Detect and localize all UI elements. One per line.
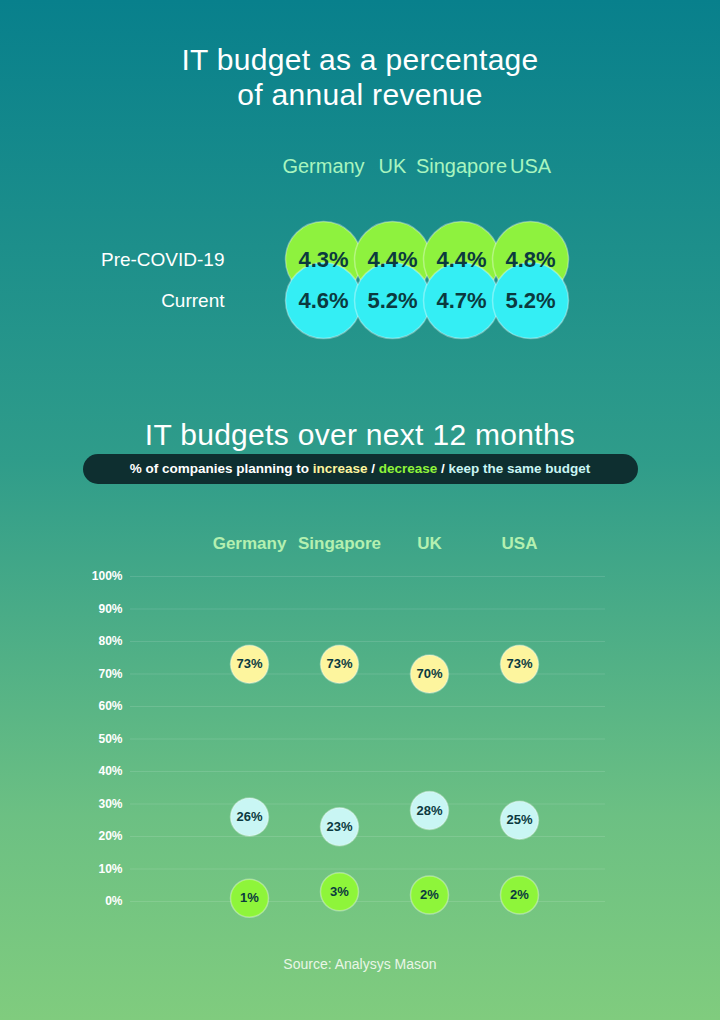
- svg-text:30%: 30%: [98, 797, 122, 811]
- svg-text:4.4%: 4.4%: [367, 247, 417, 272]
- svg-text:Germany: Germany: [282, 155, 364, 177]
- svg-text:26%: 26%: [236, 809, 262, 824]
- svg-text:5.2%: 5.2%: [367, 288, 417, 313]
- svg-text:2%: 2%: [420, 887, 439, 902]
- svg-text:4.3%: 4.3%: [298, 247, 348, 272]
- svg-text:UK: UK: [417, 534, 442, 553]
- html-text:IT budgets over next 12 months: IT budgets over next 12 months: [144, 418, 576, 451]
- svg-text:70%: 70%: [416, 666, 442, 681]
- svg-text:73%: 73%: [326, 656, 352, 671]
- svg-text:80%: 80%: [98, 634, 122, 648]
- svg-text:5.2%: 5.2%: [505, 288, 555, 313]
- svg-text:23%: 23%: [326, 819, 352, 834]
- svg-text:Singapore: Singapore: [298, 534, 381, 553]
- svg-text:60%: 60%: [98, 699, 122, 713]
- svg-text:73%: 73%: [506, 656, 532, 671]
- svg-text:4.7%: 4.7%: [436, 288, 486, 313]
- svg-text:3%: 3%: [330, 884, 349, 899]
- svg-text:73%: 73%: [236, 656, 262, 671]
- svg-text:70%: 70%: [98, 667, 122, 681]
- svg-text:28%: 28%: [416, 803, 442, 818]
- svg-text:90%: 90%: [98, 602, 122, 616]
- svg-text:4.4%: 4.4%: [436, 247, 486, 272]
- svg-text:25%: 25%: [506, 812, 532, 827]
- html-text:IT budget as a percentage of a: IT budget as a percentage of annual reve…: [181, 43, 539, 111]
- html-text:Source: Analysys Mason: Source: Analysys Mason: [283, 956, 437, 972]
- svg-text:Pre-COVID-19: Pre-COVID-19: [101, 249, 225, 270]
- svg-text:40%: 40%: [98, 764, 122, 778]
- svg-text:10%: 10%: [98, 862, 122, 876]
- svg-text:Germany: Germany: [213, 534, 287, 553]
- svg-text:Current: Current: [161, 290, 225, 311]
- svg-text:20%: 20%: [98, 829, 122, 843]
- svg-text:100%: 100%: [92, 569, 123, 583]
- svg-text:USA: USA: [502, 534, 538, 553]
- svg-text:UK: UK: [379, 155, 407, 177]
- svg-text:4.6%: 4.6%: [298, 288, 348, 313]
- svg-text:USA: USA: [510, 155, 552, 177]
- svg-text:1%: 1%: [240, 890, 259, 905]
- svg-text:50%: 50%: [98, 732, 122, 746]
- svg-text:Singapore: Singapore: [416, 155, 507, 177]
- html-text:% of companies planning to inc: % of companies planning to increase / de…: [129, 461, 591, 476]
- svg-text:2%: 2%: [510, 887, 529, 902]
- svg-text:0%: 0%: [105, 894, 123, 908]
- svg-text:4.8%: 4.8%: [505, 247, 555, 272]
